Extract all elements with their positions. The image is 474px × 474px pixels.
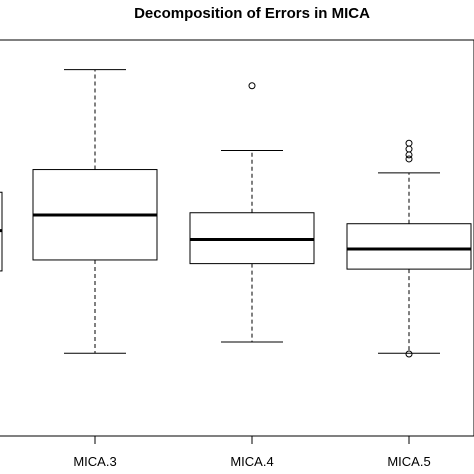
- x-tick-label: MICA.5: [387, 454, 430, 469]
- x-axis-ticks: MICA.3 MICA.4 MICA.5: [73, 436, 431, 469]
- outlier-point: [405, 155, 413, 163]
- x-tick-label: MICA.3: [73, 454, 116, 469]
- outlier-point: [405, 151, 413, 159]
- box-mica-4: [189, 82, 315, 343]
- chart-title: Decomposition of Errors in MICA: [134, 5, 370, 22]
- plot-frame: [0, 39, 474, 437]
- outlier-point: [405, 145, 413, 153]
- box-mica-5: [346, 139, 472, 358]
- boxes-group: [0, 69, 472, 358]
- outlier-point: [248, 82, 256, 90]
- x-tick-label: MICA.4: [230, 454, 273, 469]
- box-mica-3: [32, 69, 158, 354]
- box-mica-2: [0, 191, 3, 272]
- outlier-point: [405, 139, 413, 147]
- outlier-point: [405, 350, 413, 358]
- iqr-box: [346, 223, 472, 270]
